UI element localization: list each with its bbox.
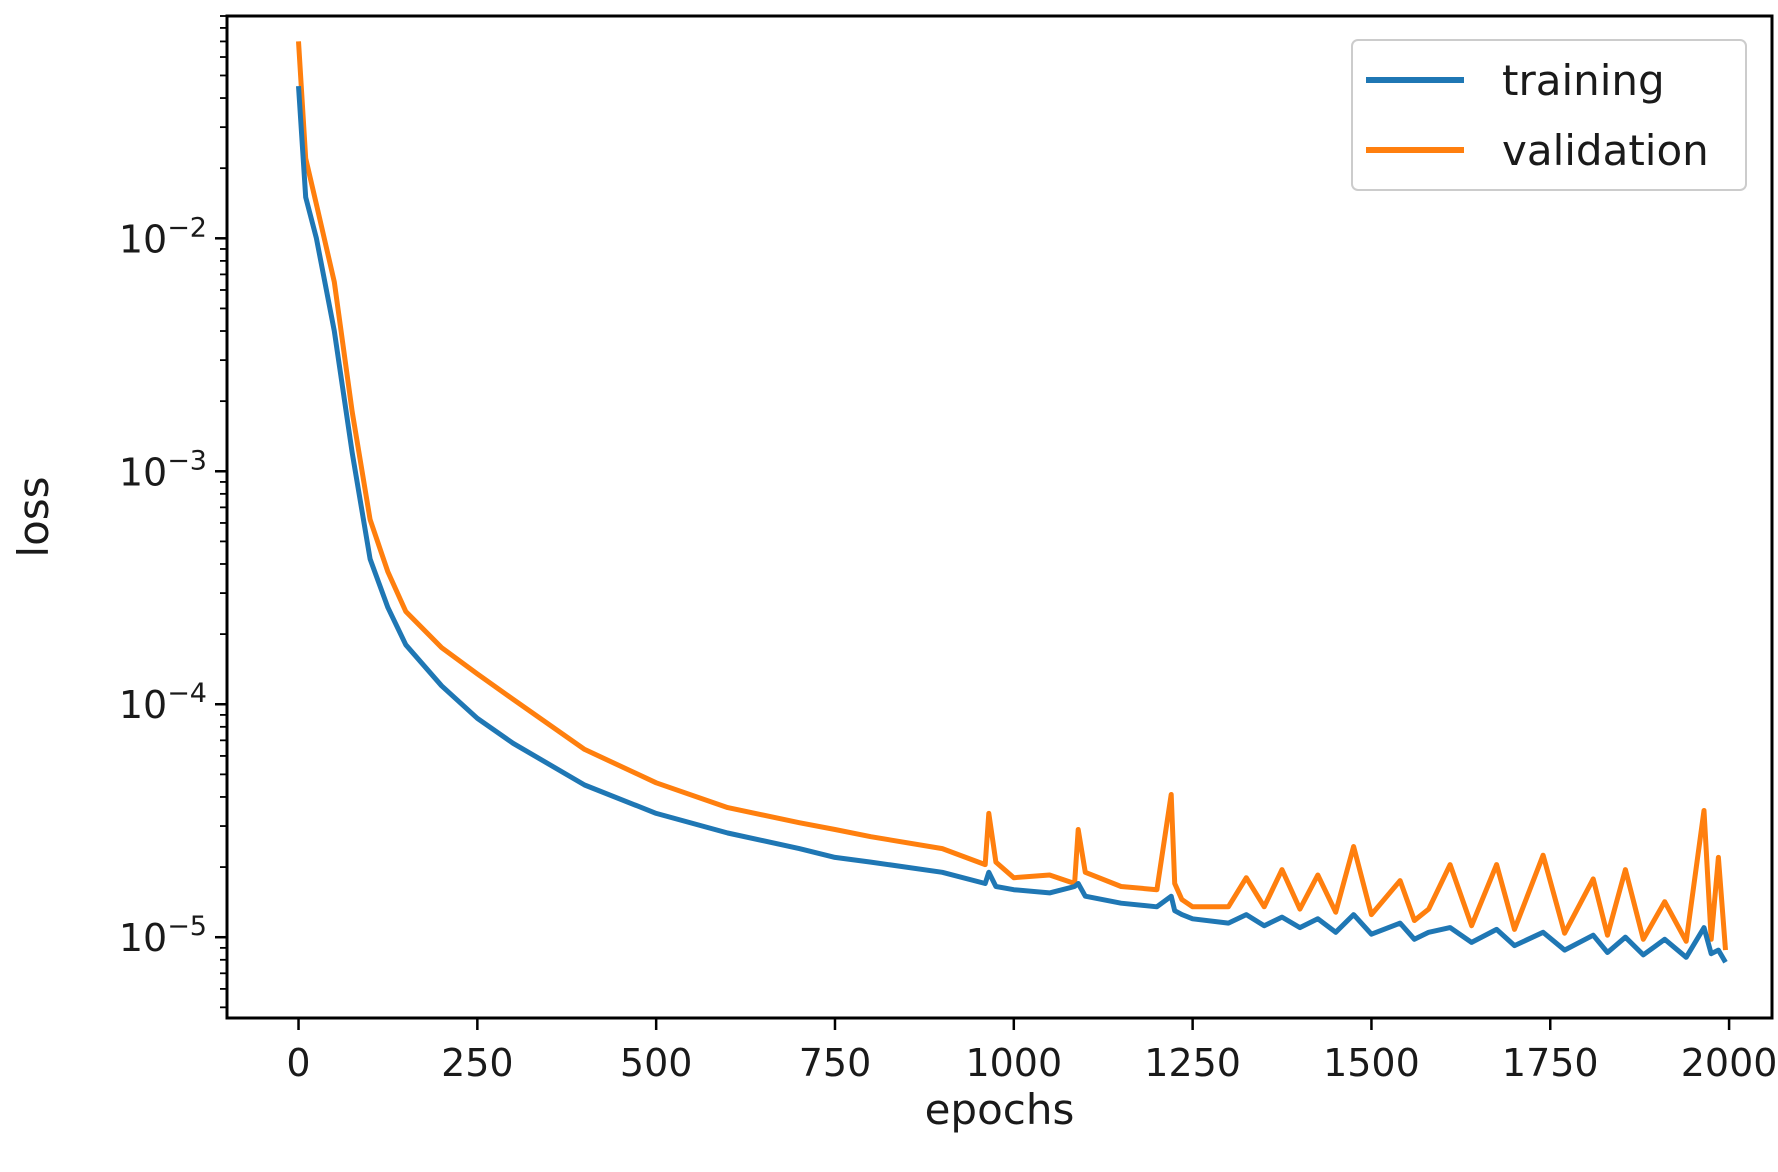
x-tick-label: 1750 <box>1502 1041 1599 1085</box>
y-tick-label: 10−3 <box>119 445 207 494</box>
x-tick-label: 1500 <box>1323 1041 1420 1085</box>
y-tick-label: 10−4 <box>119 678 207 727</box>
legend: training validation <box>1351 39 1747 191</box>
x-tick-label: 750 <box>799 1041 872 1085</box>
series-line-training <box>296 85 1728 964</box>
x-tick-label: 0 <box>286 1041 310 1085</box>
y-tick-label: 10−5 <box>119 911 207 960</box>
plot-frame <box>225 14 1774 1020</box>
x-tick-label: 1250 <box>1144 1041 1241 1085</box>
x-tick-label: 2000 <box>1681 1041 1778 1085</box>
legend-label-validation: validation <box>1502 126 1709 175</box>
x-axis-label: epochs <box>925 1085 1075 1134</box>
series-layer <box>296 41 1728 964</box>
ticks-layer: 0 250 500 750 1000 1250 1500 1750 2000 10−2 10−3 10… <box>119 15 1778 1085</box>
y-axis-label: loss <box>9 476 58 557</box>
legend-label-training: training <box>1502 56 1665 105</box>
x-tick-label: 1000 <box>965 1041 1062 1085</box>
x-tick-label: 500 <box>620 1041 693 1085</box>
x-tick-label: 250 <box>441 1041 514 1085</box>
y-tick-label: 10−2 <box>119 212 207 261</box>
series-line-validation <box>296 41 1728 951</box>
